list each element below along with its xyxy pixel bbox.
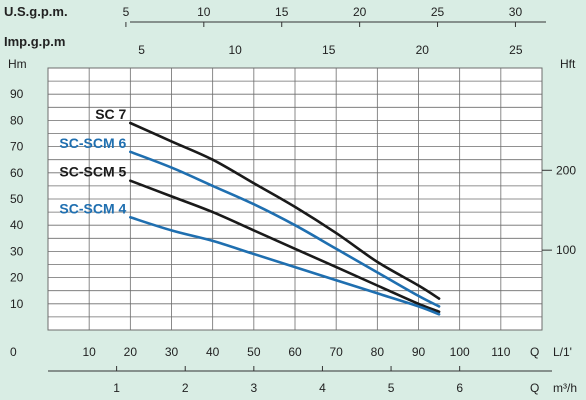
imp-tick-5: 5: [138, 43, 145, 57]
us-gpm-ticks: 5 10 15 20 25 30: [123, 5, 523, 27]
flow-tick-60: 60: [288, 345, 302, 359]
imp-tick-10: 10: [228, 43, 242, 57]
imp-tick-15: 15: [322, 43, 336, 57]
m3-tick-3: 3: [250, 381, 257, 395]
hm-tick-10: 10: [10, 297, 24, 311]
series-label-sc-7: SC 7: [95, 106, 126, 122]
hft-label: Hft: [560, 57, 576, 71]
imp-tick-25: 25: [509, 43, 523, 57]
series-labels: SC 7 SC-SCM 6 SC-SCM 5 SC-SCM 4: [59, 106, 126, 216]
flow-tick-50: 50: [247, 345, 261, 359]
series-group: [129, 121, 441, 316]
flow-tick-100: 100: [450, 345, 470, 359]
flow-tick-20: 20: [124, 345, 138, 359]
hm-tick-50: 50: [10, 192, 24, 206]
flow-tick-80: 80: [371, 345, 385, 359]
us-gpm-label: U.S.g.p.m.: [4, 4, 68, 19]
flow-tick-40: 40: [206, 345, 220, 359]
m3-tick-4: 4: [319, 381, 326, 395]
hm-tick-70: 70: [10, 140, 24, 154]
hm-tick-80: 80: [10, 113, 24, 127]
us-tick-25: 25: [431, 5, 445, 19]
m3-tick-6: 6: [456, 381, 463, 395]
imp-gpm-ticks: 5 10 15 20 25: [138, 43, 523, 57]
us-tick-15: 15: [275, 5, 289, 19]
series-label-sc-scm-6: SC-SCM 6: [59, 135, 126, 151]
us-tick-10: 10: [197, 5, 211, 19]
flow-unit-label: L/1': [553, 345, 572, 359]
hm-label: Hm: [8, 57, 27, 71]
hft-ticks: 100 200: [542, 163, 576, 257]
imp-tick-20: 20: [416, 43, 430, 57]
flow-tick-10: 10: [82, 345, 96, 359]
hm-tick-20: 20: [10, 271, 24, 285]
zero-label: 0: [10, 345, 17, 359]
flow-q-letter: Q: [530, 345, 539, 359]
us-tick-5: 5: [123, 5, 130, 19]
flow-tick-90: 90: [412, 345, 426, 359]
imp-gpm-label: Imp.g.p.m: [4, 34, 65, 49]
series-line-sc-7: [129, 121, 441, 300]
us-tick-20: 20: [353, 5, 367, 19]
hm-tick-90: 90: [10, 87, 24, 101]
hm-tick-60: 60: [10, 166, 24, 180]
hm-tick-40: 40: [10, 218, 24, 232]
m3-tick-1: 1: [113, 381, 120, 395]
hm-tick-30: 30: [10, 244, 24, 258]
series-line-sc-scm-5: [129, 179, 441, 313]
series-label-sc-scm-5: SC-SCM 5: [59, 164, 126, 180]
series-line-sc-scm-6: [129, 150, 441, 308]
hft-tick-100: 100: [556, 243, 576, 257]
series-label-sc-scm-4: SC-SCM 4: [59, 200, 126, 216]
flow-tick-30: 30: [165, 345, 179, 359]
hft-tick-200: 200: [556, 163, 576, 177]
hm-ticks: 10 20 30 40 50 60 70 80 90: [10, 87, 24, 311]
series-line-sc-scm-4: [129, 216, 441, 316]
flow-tick-70: 70: [329, 345, 343, 359]
m3-tick-2: 2: [182, 381, 189, 395]
flow-lmin-ticks: 10 20 30 40 50 60 70 80 90 100 110: [82, 345, 510, 359]
m3h-unit-label: m³/h: [553, 381, 577, 395]
m3h-ticks: 1 2 3 4 5 6: [113, 366, 463, 395]
flow-tick-110: 110: [491, 345, 510, 359]
m3h-q-letter: Q: [530, 381, 539, 395]
m3-tick-5: 5: [388, 381, 395, 395]
us-tick-30: 30: [509, 5, 523, 19]
